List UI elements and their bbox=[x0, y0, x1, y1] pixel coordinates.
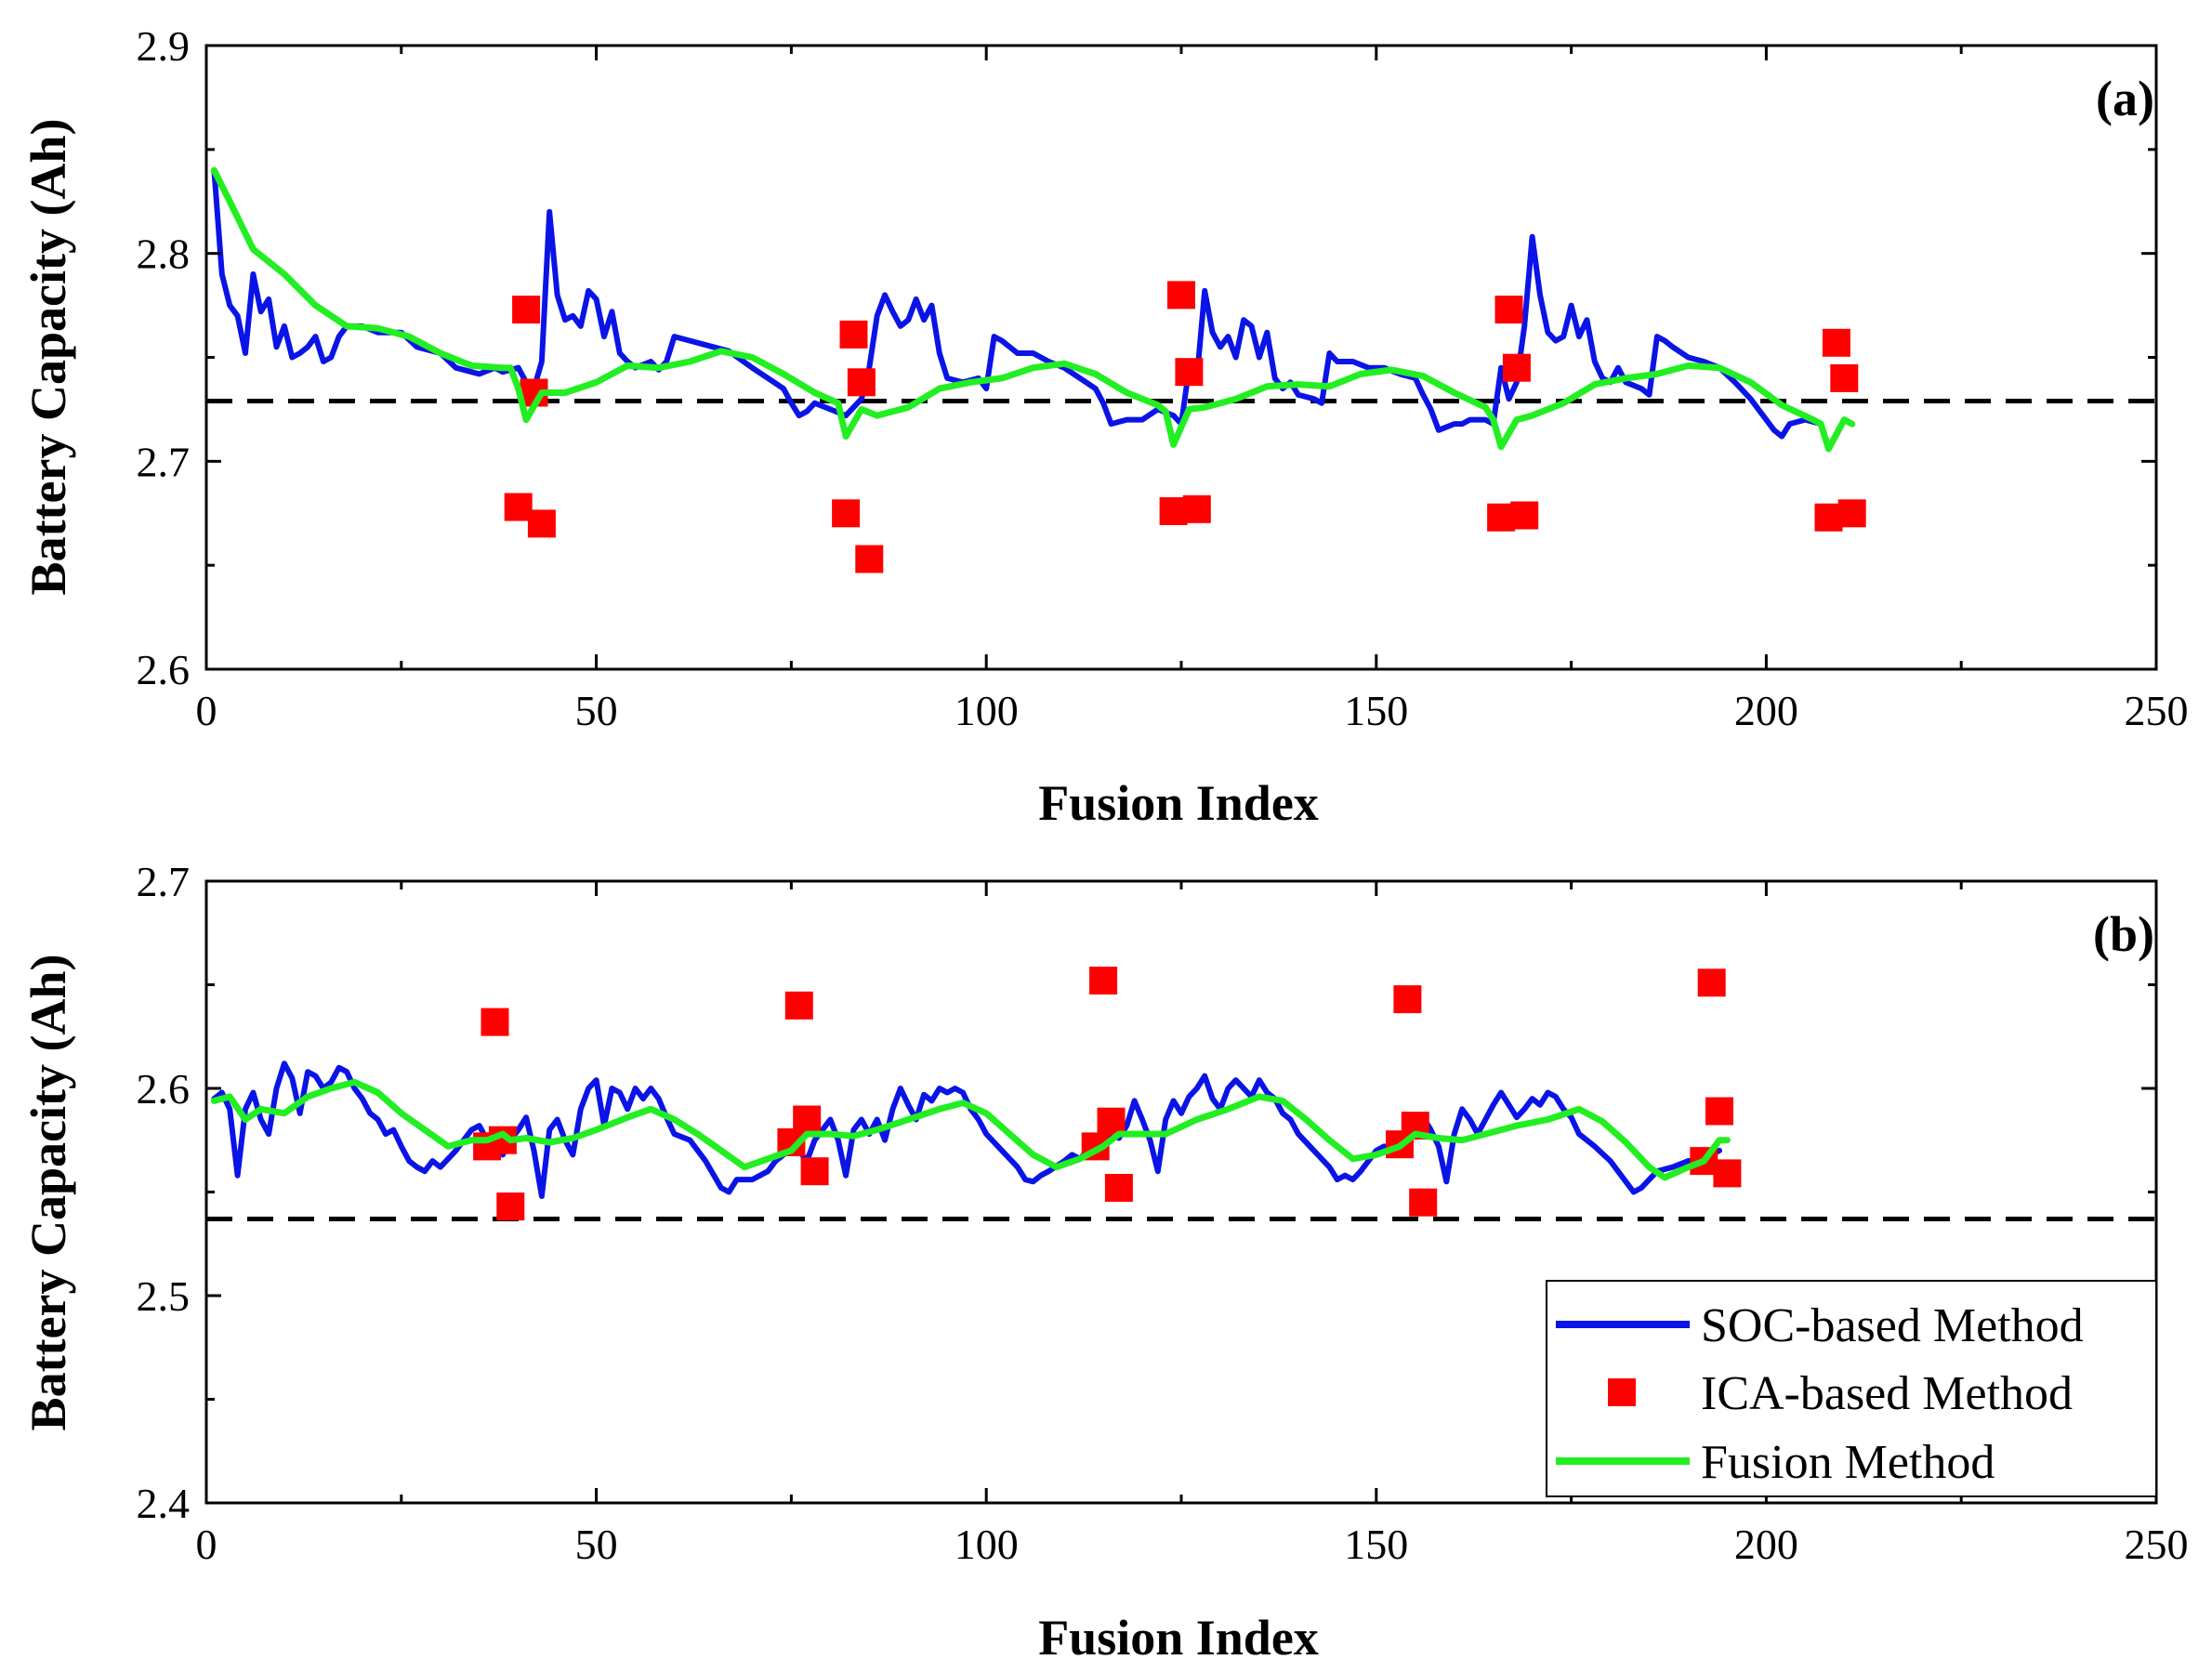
x-tick-label: 200 bbox=[1734, 687, 1798, 734]
ica-point bbox=[793, 1105, 822, 1134]
legend-ica-label: ICA-based Method bbox=[1701, 1367, 2073, 1420]
x-tick-label: 150 bbox=[1344, 687, 1408, 734]
ica-point bbox=[839, 320, 868, 349]
ica-point bbox=[1409, 1188, 1438, 1217]
ica-point bbox=[1837, 499, 1866, 528]
ica-point bbox=[1494, 296, 1523, 324]
x-axis-label-a: Fusion Index bbox=[1038, 775, 1319, 831]
ica-point bbox=[1089, 967, 1118, 995]
ica-point bbox=[784, 991, 813, 1020]
ica-point bbox=[1182, 494, 1211, 523]
fusion-series-line bbox=[210, 166, 1856, 453]
y-tick-label: 2.9 bbox=[137, 22, 191, 70]
ica-point bbox=[481, 1008, 509, 1036]
ica-point bbox=[1814, 503, 1843, 532]
x-tick-label: 250 bbox=[2125, 687, 2189, 734]
ica-point bbox=[1104, 1174, 1133, 1202]
ica-point bbox=[1510, 501, 1539, 530]
ica-point bbox=[1175, 358, 1204, 387]
y-tick-label: 2.6 bbox=[137, 646, 191, 693]
ica-point bbox=[1393, 985, 1422, 1014]
ica-point bbox=[504, 493, 533, 521]
x-tick-label: 100 bbox=[955, 1521, 1019, 1568]
y-tick-label: 2.4 bbox=[137, 1480, 191, 1527]
panel-b: (b) Fusion Index Battery Capacity (Ah) 0… bbox=[20, 858, 2189, 1666]
x-tick-label: 0 bbox=[196, 687, 217, 734]
panel-label-a: (a) bbox=[2096, 71, 2154, 126]
ica-point bbox=[1830, 363, 1859, 392]
x-tick-label: 200 bbox=[1734, 1521, 1798, 1568]
ica-point bbox=[512, 296, 541, 324]
y-tick-label: 2.8 bbox=[137, 231, 191, 278]
ica-point bbox=[496, 1192, 525, 1221]
legend-fusion-label: Fusion Method bbox=[1701, 1436, 1995, 1489]
y-tick-label: 2.7 bbox=[137, 858, 191, 905]
y-tick-label: 2.7 bbox=[137, 438, 191, 485]
panel-a: (a) Fusion Index Battery Capacity (Ah) 0… bbox=[20, 22, 2189, 831]
ica-point bbox=[800, 1157, 829, 1186]
ica-point bbox=[847, 368, 876, 397]
x-tick-label: 150 bbox=[1344, 1521, 1408, 1568]
y-axis-label-b: Battery Capacity (Ah) bbox=[20, 955, 76, 1431]
ica-point bbox=[1713, 1159, 1742, 1188]
x-tick-label: 250 bbox=[2125, 1521, 2189, 1568]
x-tick-label: 100 bbox=[955, 687, 1019, 734]
soc-series-line bbox=[211, 167, 1824, 440]
ica-point bbox=[1822, 328, 1850, 357]
x-axis-label-b: Fusion Index bbox=[1038, 1610, 1319, 1666]
x-tick-label: 50 bbox=[575, 1521, 618, 1568]
legend-ica-swatch bbox=[1608, 1378, 1636, 1406]
x-tick-label: 0 bbox=[196, 1521, 217, 1568]
legend: SOC-based Method ICA-based Method Fusion… bbox=[1546, 1280, 2157, 1497]
fusion-series-line bbox=[210, 1078, 1731, 1181]
panel-label-b: (b) bbox=[2093, 906, 2154, 962]
ica-point bbox=[832, 499, 861, 528]
ica-point bbox=[1167, 281, 1195, 310]
ica-point bbox=[1705, 1097, 1733, 1126]
ica-point bbox=[1697, 968, 1726, 997]
legend-soc-label: SOC-based Method bbox=[1701, 1299, 2084, 1352]
y-tick-label: 2.6 bbox=[137, 1065, 191, 1113]
ica-point bbox=[1487, 503, 1516, 532]
x-tick-label: 50 bbox=[575, 687, 618, 734]
y-tick-label: 2.5 bbox=[137, 1272, 191, 1320]
ica-point bbox=[855, 545, 884, 573]
ica-point bbox=[1159, 497, 1188, 525]
y-axis-label-a: Battery Capacity (Ah) bbox=[20, 119, 76, 596]
ica-point bbox=[527, 509, 556, 538]
ica-point bbox=[1502, 353, 1531, 382]
